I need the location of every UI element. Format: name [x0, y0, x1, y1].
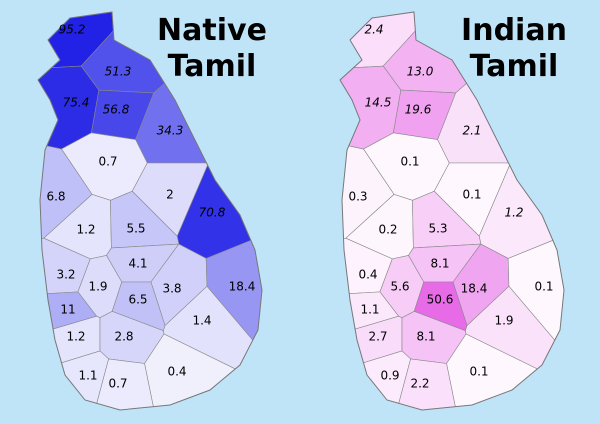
district-label: 0.2 [378, 223, 397, 237]
district-label: 51.3 [105, 65, 132, 79]
district [394, 358, 459, 410]
island-outline [37, 11, 263, 411]
district-label: 1.1 [78, 369, 97, 383]
district-label: 1.2 [76, 223, 95, 237]
district-label: 56.8 [103, 103, 130, 117]
district-label: 8.1 [416, 330, 435, 344]
district-label: 2.8 [114, 330, 133, 344]
district-label: 2.7 [368, 330, 387, 344]
district-label: 0.1 [462, 188, 481, 202]
district-label: 19.6 [405, 103, 432, 117]
district-label: 5.6 [390, 280, 409, 294]
district-label: 6.8 [46, 190, 65, 204]
district-label: 3.2 [56, 268, 75, 282]
district-label: 5.3 [428, 222, 447, 236]
map-panel: 2.4 13.0 14.5 19.6 2.1 0.1 0.3 0.1 1.2 0.2 5.3 8.1 0… [339, 11, 567, 411]
district-label: 2.2 [410, 377, 429, 391]
district-label: 34.3 [157, 124, 184, 138]
district-label: 13.0 [407, 65, 434, 79]
district-label: 95.2 [59, 23, 86, 37]
district-label: 0.1 [469, 365, 488, 379]
map-panel: 95.2 51.3 75.4 56.8 34.3 0.7 6.8 2 70.8 1.2 5.5 4.1… [37, 11, 267, 411]
district-label: 1.4 [192, 314, 211, 328]
district [92, 358, 157, 410]
district-label: 0.1 [400, 155, 419, 169]
district-label: 0.4 [167, 365, 186, 379]
map-title: Native [157, 13, 267, 48]
district-label: 14.5 [365, 96, 392, 110]
district-label: 5.5 [126, 222, 145, 236]
district-label: 1.2 [504, 206, 523, 220]
district-label: 0.3 [348, 190, 367, 204]
district-label: 11 [60, 303, 75, 317]
district-label: 1.9 [494, 314, 513, 328]
district-label: 50.6 [427, 293, 454, 307]
district-label: 2.1 [462, 124, 481, 138]
district-label: 1.1 [360, 303, 379, 317]
district-label: 2 [166, 188, 174, 202]
district-label: 70.8 [199, 206, 226, 220]
district-label: 4.1 [128, 257, 147, 271]
district-label: 1.9 [88, 280, 107, 294]
district-label: 0.7 [98, 155, 117, 169]
district-label: 8.1 [430, 257, 449, 271]
map-title: Tamil [168, 49, 257, 84]
district-label: 0.9 [380, 369, 399, 383]
map-title: Indian [461, 13, 567, 48]
district-label: 0.4 [358, 268, 377, 282]
district-label: 18.4 [461, 282, 488, 296]
map-title: Tamil [470, 49, 559, 84]
district-label: 18.4 [229, 280, 256, 294]
district-label: 75.4 [63, 96, 90, 110]
district-label: 2.4 [364, 23, 383, 37]
district-label: 1.2 [66, 330, 85, 344]
island-outline [339, 11, 565, 411]
district-label: 6.5 [128, 293, 147, 307]
district-label: 3.8 [162, 282, 181, 296]
district-label: 0.7 [108, 377, 127, 391]
district-label: 0.1 [534, 280, 553, 294]
